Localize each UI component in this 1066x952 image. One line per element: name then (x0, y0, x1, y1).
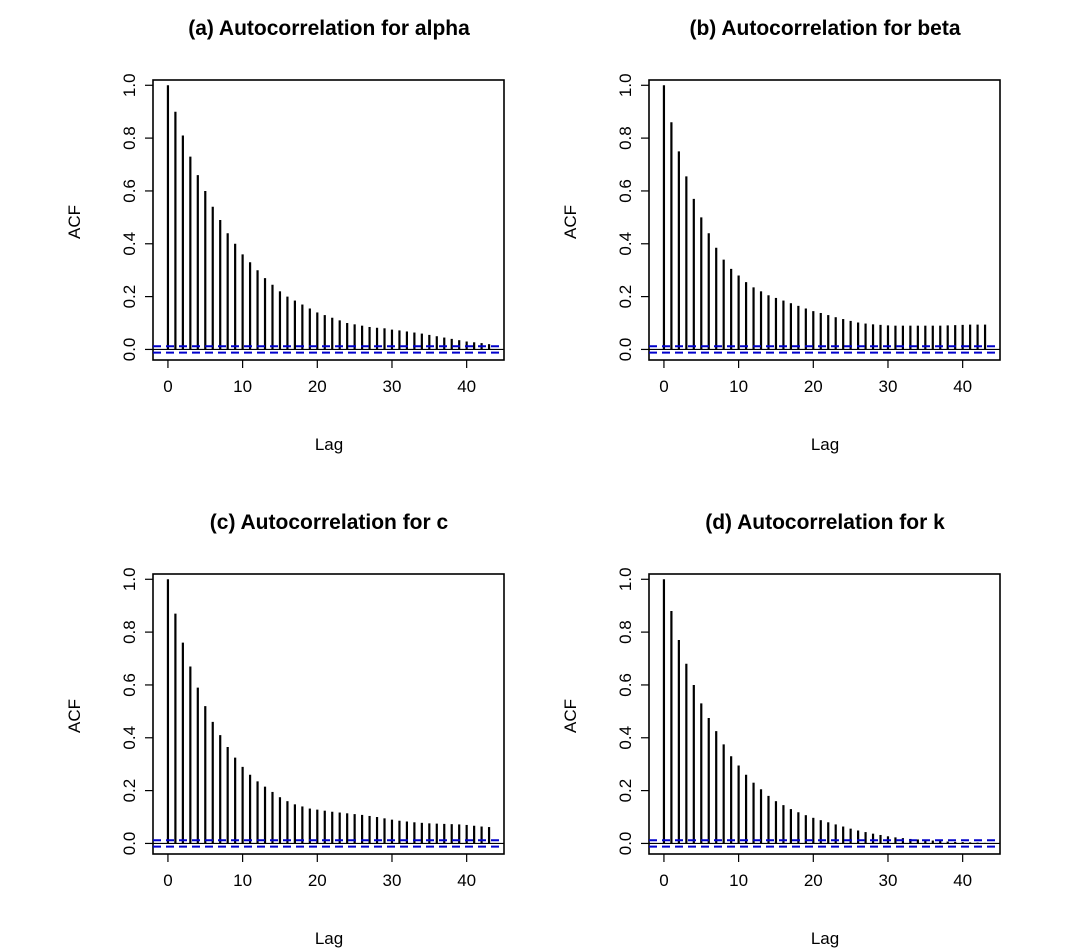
y-tick-label: 0.2 (120, 285, 139, 309)
x-tick-label: 40 (457, 871, 476, 890)
x-axis-label: Lag (811, 929, 839, 948)
x-tick-label: 40 (457, 377, 476, 396)
plot-frame (152, 79, 505, 361)
y-axis-label: ACF (65, 205, 84, 239)
y-tick-label: 0.0 (616, 338, 635, 362)
panel-title: (c) Autocorrelation for c (210, 511, 449, 534)
y-tick-label: 1.0 (616, 567, 635, 591)
x-tick-label: 10 (729, 377, 748, 396)
y-tick-label: 1.0 (616, 73, 635, 97)
y-tick-label: 0.8 (120, 620, 139, 644)
y-tick-label: 0.4 (616, 232, 635, 256)
x-tick-label: 20 (804, 871, 823, 890)
y-axis-label: ACF (65, 699, 84, 733)
y-tick-label: 0.0 (120, 832, 139, 856)
y-tick-label: 0.0 (616, 832, 635, 856)
y-tick-label: 0.6 (616, 673, 635, 697)
panel-c: (c) Autocorrelation for c ACF Lag 0 10 20 3… (65, 511, 505, 948)
y-tick-label: 1.0 (120, 73, 139, 97)
panel-title: (d) Autocorrelation for k (705, 511, 945, 534)
y-tick-label: 0.2 (616, 779, 635, 803)
x-tick-label: 0 (659, 871, 668, 890)
x-axis-label: Lag (315, 929, 343, 948)
y-tick-label: 0.6 (120, 179, 139, 203)
x-tick-label: 0 (659, 377, 668, 396)
y-tick-label: 0.8 (616, 126, 635, 150)
panel-b: (b) Autocorrelation for beta ACF Lag 0 10… (561, 17, 1001, 454)
plot-frame (648, 79, 1001, 361)
x-tick-label: 20 (308, 377, 327, 396)
y-tick-label: 0.2 (616, 285, 635, 309)
y-tick-label: 0.4 (120, 726, 139, 750)
panel-a: (a) Autocorrelation for alpha ACF Lag 0 1… (65, 17, 505, 454)
panel-d: (d) Autocorrelation for k ACF Lag 0 10 20 3… (561, 511, 1001, 948)
y-axis-label: ACF (561, 699, 580, 733)
y-tick-label: 0.6 (616, 179, 635, 203)
plot-frame (152, 573, 505, 855)
x-tick-label: 40 (953, 871, 972, 890)
y-tick-label: 0.0 (120, 338, 139, 362)
y-tick-label: 0.6 (120, 673, 139, 697)
panel-title: (b) Autocorrelation for beta (689, 17, 960, 40)
x-axis-label: Lag (811, 435, 839, 454)
x-tick-label: 30 (383, 871, 402, 890)
x-tick-label: 10 (233, 377, 252, 396)
x-tick-label: 20 (308, 871, 327, 890)
plot-frame (648, 573, 1001, 855)
x-tick-label: 30 (879, 871, 898, 890)
x-tick-label: 20 (804, 377, 823, 396)
panel-title: (a) Autocorrelation for alpha (188, 17, 470, 40)
x-tick-label: 40 (953, 377, 972, 396)
y-tick-label: 1.0 (120, 567, 139, 591)
x-tick-label: 0 (163, 377, 172, 396)
x-tick-label: 30 (383, 377, 402, 396)
x-tick-label: 30 (879, 377, 898, 396)
x-tick-label: 10 (729, 871, 748, 890)
x-tick-label: 10 (233, 871, 252, 890)
y-tick-label: 0.2 (120, 779, 139, 803)
y-tick-label: 0.8 (120, 126, 139, 150)
y-tick-label: 0.4 (616, 726, 635, 750)
x-axis-label: Lag (315, 435, 343, 454)
y-tick-label: 0.8 (616, 620, 635, 644)
y-tick-label: 0.4 (120, 232, 139, 256)
y-axis-label: ACF (561, 205, 580, 239)
x-tick-label: 0 (163, 871, 172, 890)
